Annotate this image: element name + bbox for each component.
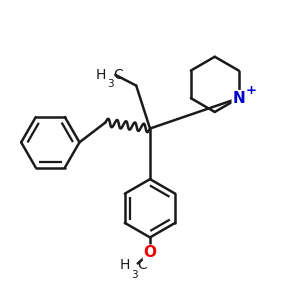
Text: +: + (246, 84, 257, 97)
Text: C: C (113, 68, 123, 82)
Text: N: N (232, 91, 245, 106)
Text: 3: 3 (107, 80, 114, 89)
Text: C: C (137, 258, 147, 272)
Text: 3: 3 (132, 270, 138, 280)
Text: H: H (95, 68, 106, 82)
Text: O: O (143, 245, 157, 260)
Text: H: H (120, 258, 130, 272)
